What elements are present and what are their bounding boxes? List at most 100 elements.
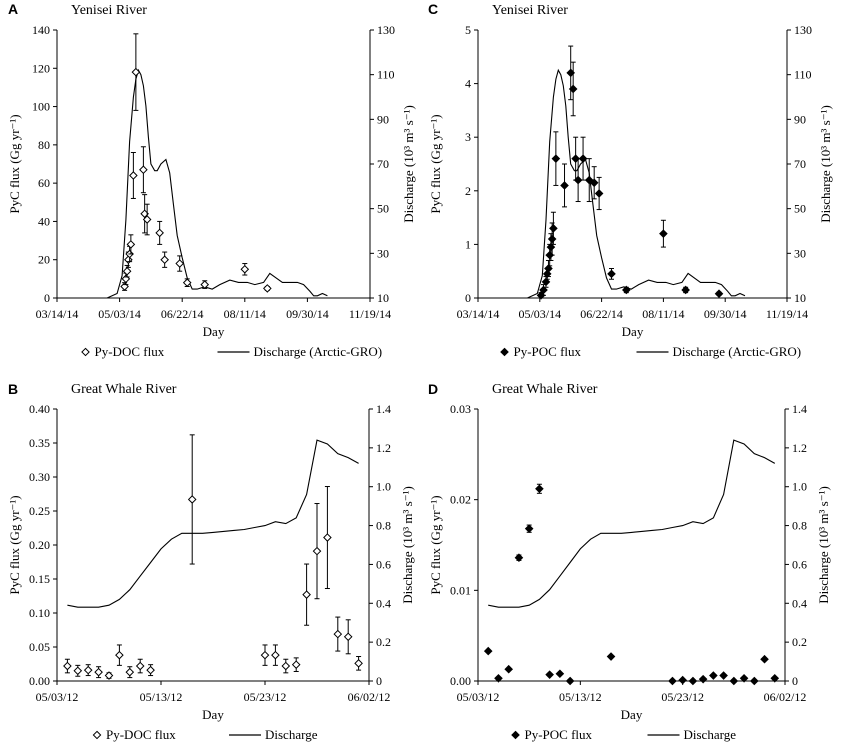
data-point bbox=[120, 282, 129, 291]
legend-label: Py-POC flux bbox=[525, 727, 593, 742]
y2-tick-label: 30 bbox=[794, 246, 806, 260]
y-tick-label: 0.10 bbox=[29, 606, 50, 620]
x-tick-label: 06/02/12 bbox=[348, 690, 391, 704]
y-tick-label: 0 bbox=[465, 291, 471, 305]
y-tick-label: 0.01 bbox=[450, 583, 471, 597]
y2-axis-title: Discharge (10³ m³ s⁻¹) bbox=[818, 105, 833, 223]
data-point bbox=[606, 652, 616, 661]
data-point bbox=[678, 675, 687, 685]
x-tick-label: 06/22/14 bbox=[580, 307, 623, 321]
data-point bbox=[271, 650, 280, 660]
y2-tick-label: 70 bbox=[377, 157, 389, 171]
panel-label: B bbox=[8, 381, 18, 397]
data-point bbox=[124, 255, 133, 265]
data-point bbox=[263, 284, 272, 293]
x-axis-title: Day bbox=[622, 324, 644, 339]
y-tick-label: 80 bbox=[38, 138, 50, 152]
y2-axis-title: Discharge (10³ m³ s⁻¹) bbox=[401, 105, 416, 223]
x-tick-label: 11/19/14 bbox=[349, 307, 391, 321]
y-tick-label: 0 bbox=[44, 291, 50, 305]
data-point bbox=[131, 67, 141, 77]
y2-tick-label: 110 bbox=[377, 68, 395, 82]
data-point bbox=[555, 669, 565, 679]
data-point bbox=[544, 264, 553, 273]
data-point bbox=[565, 676, 575, 686]
data-point bbox=[749, 676, 759, 686]
x-tick-label: 06/02/12 bbox=[764, 690, 807, 704]
data-point bbox=[739, 673, 749, 683]
chart-title: Yenisei River bbox=[492, 3, 568, 18]
y2-tick-label: 1.4 bbox=[792, 402, 807, 416]
data-point bbox=[760, 654, 769, 664]
data-point bbox=[483, 646, 493, 656]
data-point bbox=[668, 676, 677, 686]
data-point bbox=[281, 661, 291, 671]
data-point bbox=[542, 269, 552, 279]
legend-label: Discharge bbox=[265, 727, 318, 742]
y-tick-label: 0.15 bbox=[29, 572, 50, 586]
data-point bbox=[175, 259, 185, 268]
legend-marker bbox=[92, 730, 102, 740]
data-point bbox=[354, 659, 363, 668]
y-tick-label: 5 bbox=[465, 23, 471, 37]
legend-label: Py-DOC flux bbox=[106, 727, 176, 742]
data-point bbox=[551, 154, 561, 163]
data-point bbox=[622, 285, 631, 295]
data-point bbox=[524, 524, 534, 533]
y2-tick-label: 0.8 bbox=[792, 519, 807, 533]
y-tick-label: 0.00 bbox=[450, 674, 471, 688]
legend-marker bbox=[511, 730, 520, 740]
data-point bbox=[139, 165, 148, 175]
y2-tick-label: 50 bbox=[377, 202, 389, 216]
y2-tick-label: 1.2 bbox=[376, 441, 391, 455]
y-axis-title: PyC flux (Gg yr⁻¹) bbox=[7, 114, 22, 213]
x-tick-label: 05/13/12 bbox=[559, 690, 602, 704]
y2-tick-label: 50 bbox=[794, 202, 806, 216]
data-point bbox=[126, 240, 136, 249]
y2-tick-label: 130 bbox=[794, 23, 812, 37]
y2-tick-label: 110 bbox=[794, 68, 812, 82]
y2-tick-label: 130 bbox=[377, 23, 395, 37]
x-axis-title: Day bbox=[202, 707, 224, 722]
data-point bbox=[73, 666, 83, 676]
data-point bbox=[323, 533, 332, 542]
y2-tick-label: 0.8 bbox=[376, 519, 391, 533]
x-tick-label: 03/14/14 bbox=[36, 307, 79, 321]
data-point bbox=[94, 667, 103, 677]
legend-marker bbox=[81, 347, 90, 357]
x-tick-label: 09/30/14 bbox=[286, 307, 329, 321]
data-point bbox=[539, 285, 548, 295]
data-point bbox=[568, 84, 578, 94]
data-point bbox=[122, 266, 132, 276]
y2-tick-label: 1.2 bbox=[792, 441, 807, 455]
legend-label: Discharge bbox=[684, 727, 737, 742]
data-point bbox=[729, 676, 739, 686]
data-point bbox=[240, 264, 250, 274]
chart-title: Great Whale River bbox=[71, 382, 177, 397]
y-tick-label: 0.35 bbox=[29, 436, 50, 450]
legend-label: Py-DOC flux bbox=[95, 344, 165, 359]
panel-label: D bbox=[428, 381, 438, 397]
legend-marker bbox=[500, 347, 509, 357]
y-tick-label: 1 bbox=[465, 237, 471, 251]
data-point bbox=[549, 224, 558, 233]
chart-title: Great Whale River bbox=[492, 382, 598, 397]
data-point bbox=[104, 671, 114, 680]
y-axis-title: PyC flux (Gg yr⁻¹) bbox=[428, 114, 443, 213]
x-axis-title: Day bbox=[621, 707, 643, 722]
y-tick-label: 0.05 bbox=[29, 640, 50, 654]
data-point bbox=[83, 665, 93, 675]
data-point bbox=[545, 670, 554, 679]
data-point bbox=[142, 215, 152, 224]
discharge-line bbox=[106, 68, 328, 299]
y2-tick-label: 1.0 bbox=[376, 480, 391, 494]
data-point bbox=[688, 676, 698, 686]
y2-axis-title: Discharge (10³ m³ s⁻¹) bbox=[400, 486, 415, 604]
y-tick-label: 0.20 bbox=[29, 538, 50, 552]
y-tick-label: 140 bbox=[32, 23, 50, 37]
legend-label: Discharge (Arctic-GRO) bbox=[673, 344, 802, 359]
y2-tick-label: 30 bbox=[377, 246, 389, 260]
panel-a: A Yenisei River 0 20 40 60 80 100 120 140 10 30 50 70… bbox=[7, 1, 416, 359]
y2-tick-label: 10 bbox=[794, 291, 806, 305]
y-tick-label: 0.00 bbox=[29, 674, 50, 688]
